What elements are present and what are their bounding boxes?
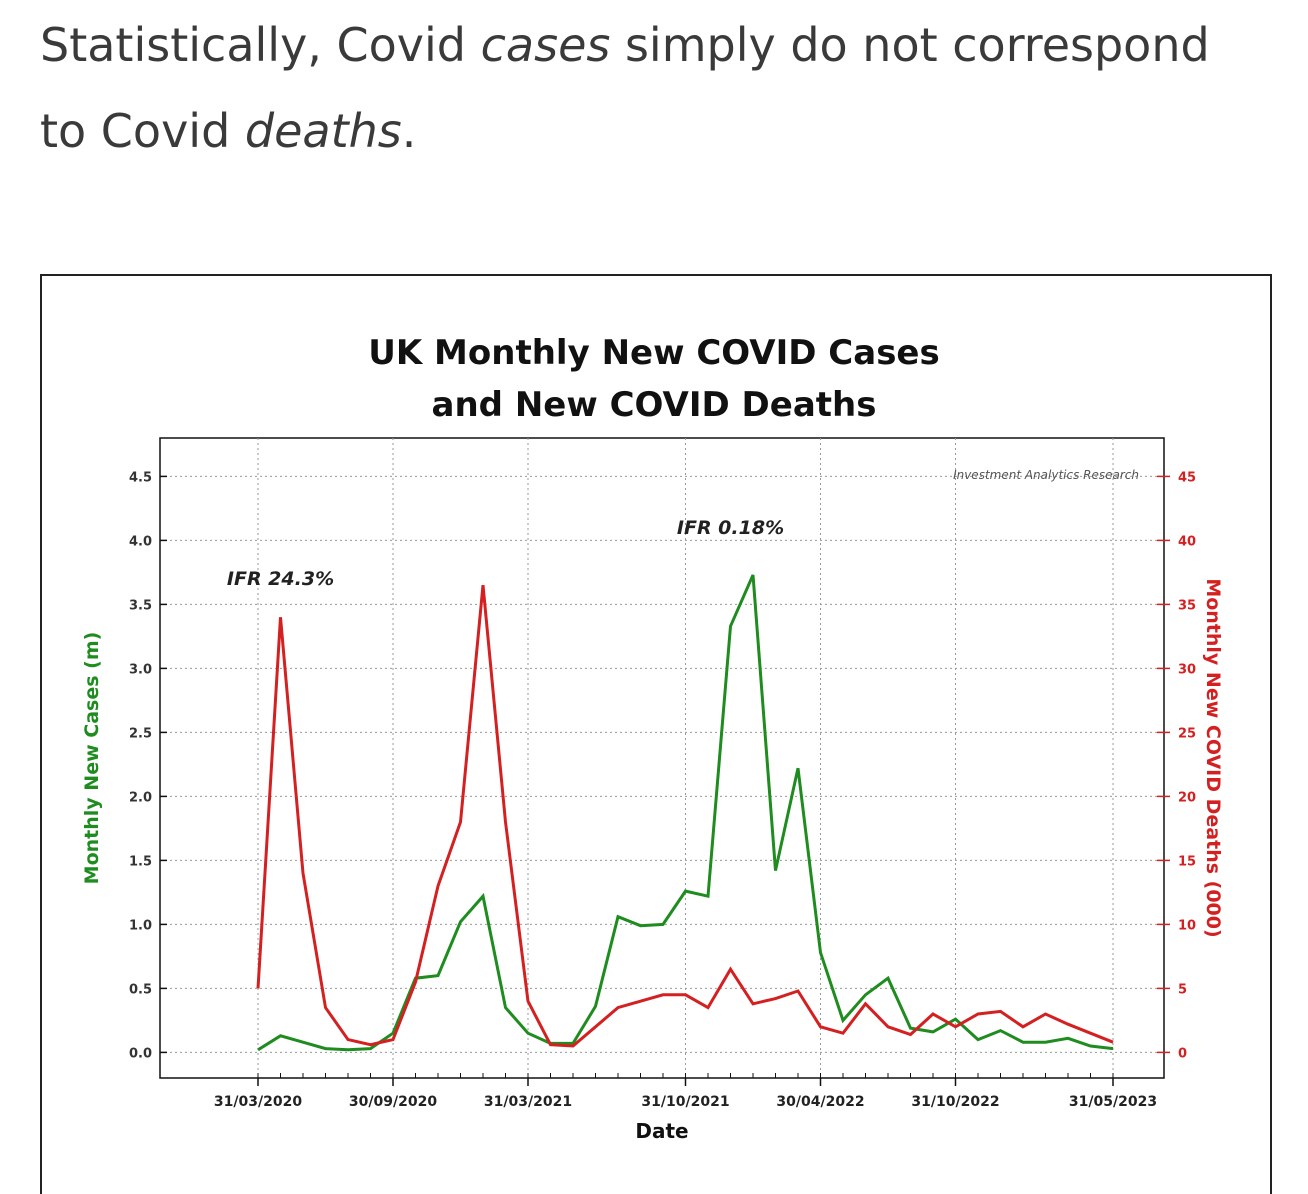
headline-emphasis-deaths: deaths	[244, 104, 402, 158]
series-line-deaths	[256, 585, 1114, 1048]
left-tick-label: 3.5	[129, 598, 152, 613]
left-tick-label: 2.0	[129, 790, 152, 805]
x-tick-label: 31/10/2021	[641, 1094, 729, 1110]
headline-text: Statistically, Covid cases simply do not…	[40, 2, 1240, 174]
left-tick-label: 0.5	[129, 982, 152, 997]
right-tick-label: 20	[1178, 790, 1196, 805]
axes: 0.0 0.5 1.0 1.5 2.0 2.5 3.0 3.5 4.0 4.5 0 5 10 15 20 25…	[129, 470, 1196, 1110]
watermark-text: Investment Analytics Research	[953, 468, 1139, 482]
x-tick-label: 31/03/2021	[484, 1094, 572, 1110]
x-axis-label: Date	[635, 1119, 688, 1143]
right-tick-label: 40	[1178, 534, 1196, 549]
headline-part-1: Statistically, Covid	[40, 18, 481, 72]
series-lines	[256, 574, 1114, 1052]
x-tick-label: 31/05/2023	[1069, 1094, 1157, 1110]
ifr-annotation: IFR 24.3%	[227, 568, 334, 590]
x-tick-label: 30/04/2022	[776, 1094, 864, 1110]
covid-chart: UK Monthly New COVID Cases and New COVID…	[81, 333, 1224, 1143]
left-tick-label: 1.0	[129, 918, 152, 933]
right-tick-label: 10	[1178, 918, 1196, 933]
plot-area	[159, 437, 1165, 1079]
right-tick-label: 25	[1178, 726, 1196, 741]
headline-part-2: simply do not correspond to Covid	[40, 18, 1210, 158]
headline-part-3: .	[401, 104, 417, 158]
left-tick-label: 4.5	[129, 470, 152, 485]
x-tick-label: 30/09/2020	[349, 1094, 437, 1110]
left-tick-label: 0.0	[129, 1046, 152, 1061]
right-tick-label: 30	[1178, 662, 1196, 677]
right-tick-label: 35	[1178, 598, 1196, 613]
chart-title-line-2: and New COVID Deaths	[432, 385, 877, 425]
right-tick-label: 0	[1178, 1046, 1187, 1061]
x-tick-label: 31/10/2022	[911, 1094, 999, 1110]
left-tick-label: 1.5	[129, 854, 152, 869]
right-tick-label: 15	[1178, 854, 1196, 869]
ifr-annotation: IFR 0.18%	[677, 517, 784, 539]
right-tick-label: 45	[1178, 470, 1196, 485]
x-tick-label: 31/03/2020	[214, 1094, 302, 1110]
series-line-cases	[257, 574, 1114, 1052]
y-axis-label-left: Monthly New Cases (m)	[81, 632, 103, 885]
left-tick-label: 2.5	[129, 726, 152, 741]
headline-emphasis-cases: cases	[480, 18, 611, 72]
left-tick-label: 3.0	[129, 662, 152, 677]
y-axis-label-right: Monthly New COVID Deaths (000)	[1202, 578, 1224, 937]
left-tick-label: 4.0	[129, 534, 152, 549]
right-tick-label: 5	[1178, 982, 1187, 997]
grid-lines	[160, 438, 1164, 1078]
chart-image-frame: UK Monthly New COVID Cases and New COVID…	[40, 274, 1272, 1194]
chart-title-line-1: UK Monthly New COVID Cases	[368, 333, 939, 373]
annotations: IFR 24.3% IFR 0.18%	[227, 517, 784, 590]
